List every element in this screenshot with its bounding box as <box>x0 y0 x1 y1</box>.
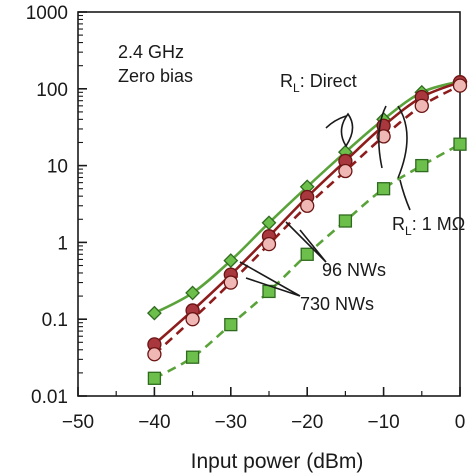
data-point <box>185 350 200 364</box>
annotations: 2.4 GHz Zero bias RL: Direct RL: 1 MΩ 96… <box>118 42 465 314</box>
data-point <box>338 163 353 179</box>
y-tick-label: 1000 <box>26 3 68 24</box>
y-tick-label: 100 <box>36 80 68 101</box>
data-point <box>415 158 429 173</box>
rl-direct-bracket <box>340 112 354 148</box>
rl-direct-label: RL: Direct <box>280 71 357 95</box>
data-point <box>147 371 162 385</box>
rl-1m-pointer <box>399 179 411 211</box>
nw96-pointer <box>285 221 327 263</box>
x-tick-label: −40 <box>138 412 170 433</box>
condition-frequency: 2.4 GHz <box>118 42 184 62</box>
data-point <box>300 247 314 261</box>
rl-1m-bracket <box>378 105 408 179</box>
data-point <box>452 78 468 93</box>
x-tick-label: −10 <box>367 412 399 433</box>
y-tick-label: 10 <box>47 157 68 178</box>
series-s96_1m <box>147 137 467 385</box>
data-point <box>185 285 201 301</box>
data-point <box>185 312 200 327</box>
series-layer <box>146 73 468 385</box>
y-tick-label: 0.01 <box>31 387 68 408</box>
data-point <box>338 214 353 228</box>
series-s730_1m <box>147 78 468 362</box>
condition-bias: Zero bias <box>118 66 193 86</box>
rl-direct-pointer <box>325 115 347 129</box>
x-axis-title: Input power (dBm) <box>191 450 364 473</box>
series-line <box>153 143 461 380</box>
data-point <box>147 347 162 362</box>
y-tick-label: 1 <box>57 233 68 254</box>
nw96-label: 96 NWs <box>322 260 386 280</box>
axes: −50 −40 −30 −20 −10 0 0.01 0.1 1 10 100 1000 Input p… <box>26 3 466 473</box>
rl-1m-label: RL: 1 MΩ <box>392 214 465 238</box>
data-point <box>146 305 162 321</box>
data-point <box>453 137 467 151</box>
nw730-label: 730 NWs <box>300 294 374 314</box>
data-point <box>376 182 391 196</box>
data-point <box>223 253 239 268</box>
data-point <box>414 98 429 113</box>
x-tick-label: 0 <box>455 412 466 433</box>
x-tick-label: −20 <box>291 412 323 433</box>
x-tick-label: −30 <box>215 412 247 433</box>
y-tick-label: 0.1 <box>42 310 68 331</box>
data-point <box>261 236 277 252</box>
nw730-pointer <box>239 261 301 297</box>
x-tick-label: −50 <box>62 412 94 433</box>
data-point <box>224 317 238 332</box>
data-point <box>300 198 315 213</box>
data-point <box>376 129 391 144</box>
data-point <box>223 275 238 290</box>
